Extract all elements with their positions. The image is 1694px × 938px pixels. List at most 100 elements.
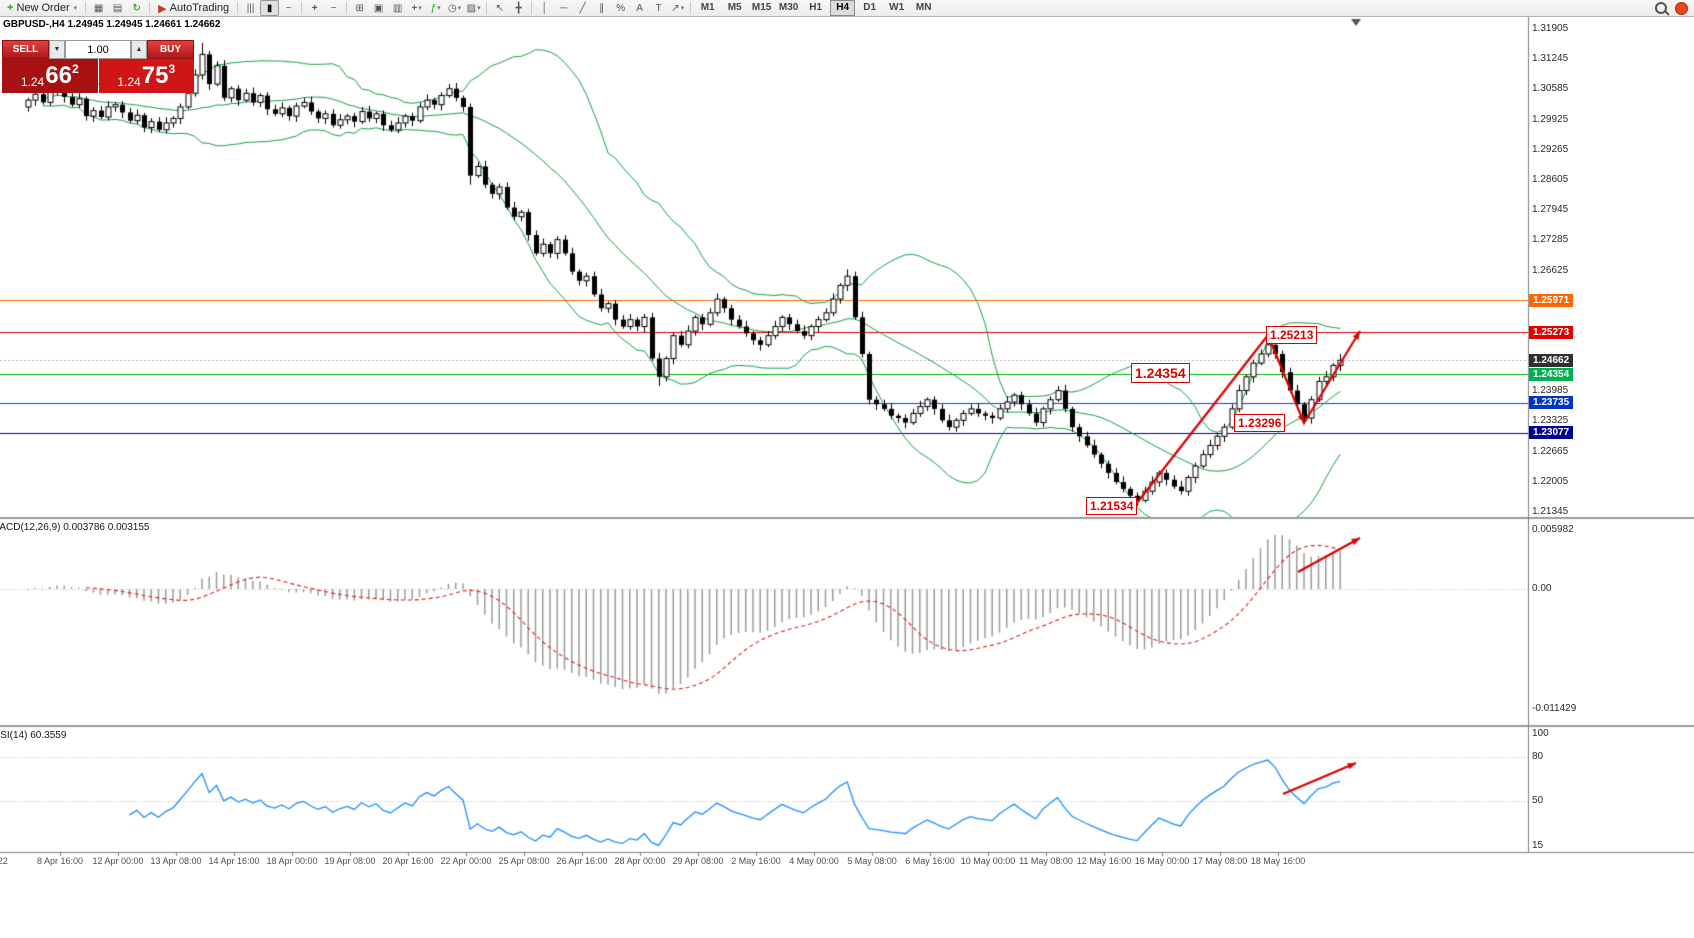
- line-chart-type-icon[interactable]: ~: [279, 0, 298, 16]
- channel-icon-glyph: ∥: [599, 2, 605, 14]
- vertical-line-icon[interactable]: │: [535, 0, 554, 16]
- annotation-price-label[interactable]: 1.23296: [1234, 414, 1286, 432]
- y-axis-label: 1.28605: [1532, 173, 1569, 185]
- templates-icon-glyph: ▨: [466, 2, 477, 14]
- new-order-icon: +: [7, 2, 14, 14]
- time-axis-label: 10 May 00:00: [960, 856, 1016, 866]
- price-badge: 1.23735: [1529, 396, 1574, 410]
- arrange-windows-icon[interactable]: ▥: [388, 0, 407, 16]
- indicators-icon[interactable]: ƒ ▾: [426, 0, 445, 16]
- sell-button[interactable]: SELL: [2, 40, 49, 59]
- time-axis-label: 19 Apr 08:00: [324, 856, 376, 866]
- y-axis-label: 1.23325: [1532, 415, 1569, 427]
- channel-icon[interactable]: ∥: [592, 0, 611, 16]
- zoom-out-icon[interactable]: −: [324, 0, 343, 16]
- text-icon-glyph: A: [636, 2, 643, 14]
- crosshair-icon[interactable]: ╋: [509, 0, 528, 16]
- timeframe-button-h1[interactable]: H1: [809, 2, 823, 13]
- time-axis-label: 29 Apr 08:00: [672, 856, 724, 866]
- time-axis-label: 5 May 08:00: [847, 856, 897, 866]
- autotrading-button[interactable]: ▶ AutoTrading: [153, 1, 234, 15]
- search-icon[interactable]: [1655, 2, 1667, 14]
- time-axis-label: 12 May 16:00: [1076, 856, 1132, 866]
- y-axis-label: 1.22005: [1532, 475, 1569, 487]
- cascade-windows-icon[interactable]: ▣: [369, 0, 388, 16]
- refresh-icon-glyph: ↻: [132, 2, 141, 14]
- bar-chart-type-icon[interactable]: |||: [241, 0, 260, 16]
- timeframe-button-m1[interactable]: M1: [700, 2, 715, 13]
- volume-up-button[interactable]: ▲: [131, 40, 147, 59]
- time-axis-label: 2 May 16:00: [731, 856, 781, 866]
- zoom-in-icon-glyph: +: [311, 2, 318, 14]
- time-axis-label: 16 May 00:00: [1134, 856, 1190, 866]
- macd-scale-label: 0.00: [1532, 583, 1552, 594]
- fibonacci-icon-glyph: %: [616, 2, 626, 14]
- charts-grid-icon[interactable]: ▦: [89, 0, 108, 16]
- fibonacci-icon[interactable]: %: [611, 0, 630, 16]
- annotation-price-label[interactable]: 1.25213: [1266, 326, 1318, 344]
- time-axis-label: 26 Apr 16:00: [556, 856, 608, 866]
- rsi-label: RSI(14) 60.3559: [0, 730, 67, 741]
- cursor-icon[interactable]: ↖: [490, 0, 509, 16]
- templates-icon[interactable]: ▨ ▾: [464, 0, 483, 16]
- annotation-price-label[interactable]: 1.21534: [1086, 497, 1138, 515]
- y-axis-label: 1.31245: [1532, 53, 1569, 65]
- time-axis-label: 20 Apr 16:00: [382, 856, 434, 866]
- annotation-price-label[interactable]: 1.24354: [1131, 363, 1190, 383]
- buy-price-display[interactable]: 1.24 75 3: [98, 59, 194, 93]
- y-axis-label: 1.21345: [1532, 506, 1569, 517]
- buy-price-pipette: 3: [168, 62, 176, 76]
- volume-input[interactable]: 1.00: [65, 40, 131, 59]
- charts-grid-icon-glyph: ▦: [93, 2, 104, 14]
- new-order-button[interactable]: + New Order ▾: [2, 1, 82, 15]
- autotrading-button-label: AutoTrading: [169, 2, 230, 14]
- one-click-trade-panel: SELL ▼ 1.00 ▲ BUY 1.24 66 2 1.24 75 3: [2, 40, 194, 93]
- vertical-line-icon-glyph: │: [541, 2, 548, 14]
- new-chart-icon[interactable]: + ▾: [407, 0, 426, 16]
- y-axis-label: 1.31905: [1532, 23, 1569, 34]
- timeframe-button-w1[interactable]: W1: [889, 2, 905, 13]
- macd-scale-label: 0.005982: [1532, 524, 1574, 535]
- y-axis-label: 1.26625: [1532, 264, 1569, 276]
- rsi-scale-label: 50: [1532, 794, 1544, 806]
- candlestick-chart-type-icon[interactable]: ▮: [260, 0, 280, 16]
- shapes-icon[interactable]: ↗ ▾: [668, 0, 687, 16]
- timeframe-button-m5[interactable]: M5: [727, 2, 742, 13]
- time-axis-label: 18 Apr 00:00: [266, 856, 318, 866]
- rsi-scale-label: 80: [1532, 751, 1544, 763]
- text-icon[interactable]: A: [630, 0, 649, 16]
- tile-windows-icon-glyph: ⊞: [355, 2, 364, 14]
- horizontal-line-icon[interactable]: ─: [554, 0, 573, 16]
- cascade-windows-icon-glyph: ▣: [373, 2, 384, 14]
- y-axis-label: 1.27285: [1532, 234, 1569, 246]
- chevron-down-icon: ▾: [477, 5, 481, 12]
- sell-price-pipette: 2: [71, 62, 79, 76]
- volume-down-button[interactable]: ▼: [49, 40, 65, 59]
- buy-button[interactable]: BUY: [147, 40, 194, 59]
- time-axis-label: 4 May 00:00: [789, 856, 839, 866]
- y-axis-label: 1.27945: [1532, 204, 1569, 216]
- tile-windows-icon[interactable]: ⊞: [350, 0, 369, 16]
- sell-price-display[interactable]: 1.24 66 2: [2, 59, 98, 93]
- periods-icon[interactable]: ◷ ▾: [445, 0, 464, 16]
- trendline-icon[interactable]: ╱: [573, 0, 592, 16]
- timeframe-button-d1[interactable]: D1: [863, 2, 877, 13]
- alert-badge-icon[interactable]: [1675, 1, 1688, 15]
- timeframe-button-m15[interactable]: M15: [751, 2, 772, 13]
- new-order-button-label: New Order: [16, 2, 70, 14]
- sell-price-pips: 66: [45, 62, 72, 89]
- refresh-icon[interactable]: ↻: [127, 0, 146, 16]
- toolbar-right-icons: [1655, 1, 1688, 15]
- macd-label: MACD(12,26,9) 0.003786 0.003155: [0, 522, 150, 533]
- time-axis-label: 17 May 08:00: [1192, 856, 1248, 866]
- text-label-icon[interactable]: T: [649, 0, 668, 16]
- profiles-icon[interactable]: ▤: [108, 0, 127, 16]
- timeframe-button-m30[interactable]: M30: [778, 2, 799, 13]
- zoom-in-icon[interactable]: +: [305, 0, 324, 16]
- timeframe-button-h4[interactable]: H4: [830, 0, 856, 16]
- toolbar-separator: [346, 2, 348, 14]
- horizontal-line-icon-glyph: ─: [560, 2, 568, 14]
- timeframe-button-mn[interactable]: MN: [915, 2, 932, 13]
- chevron-down-icon: ▾: [437, 5, 441, 12]
